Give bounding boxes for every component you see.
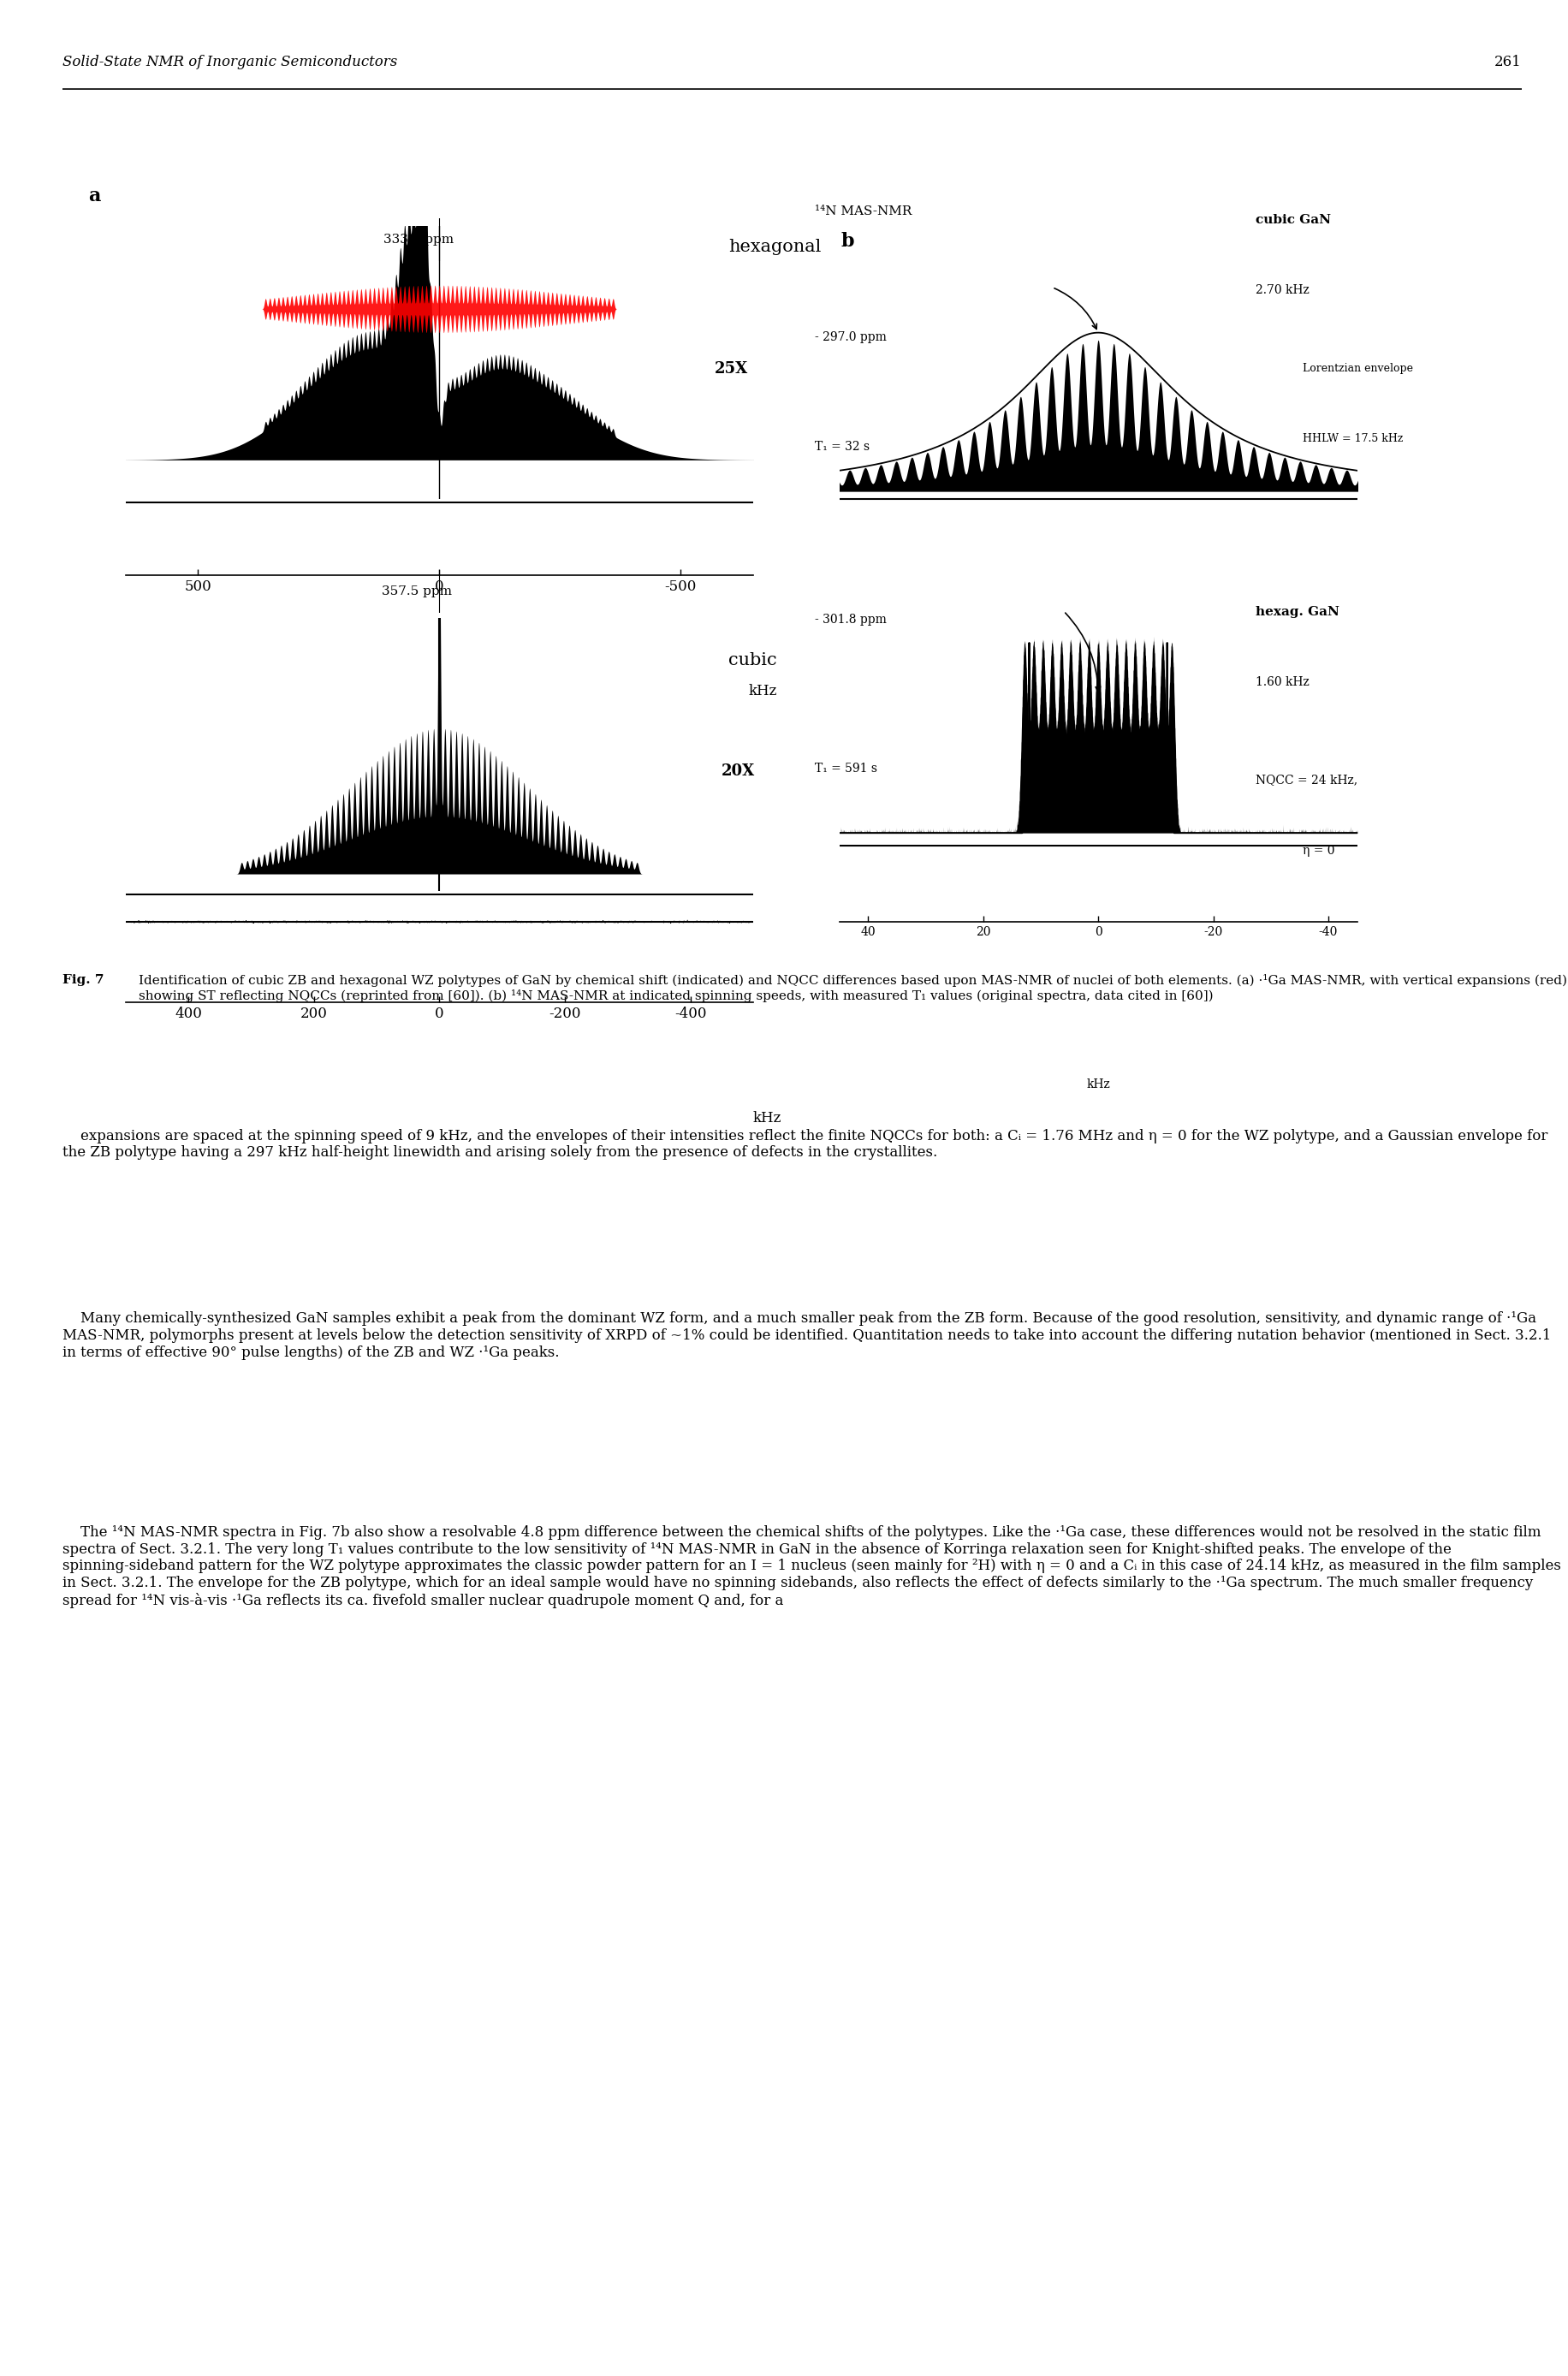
Text: Lorentzian envelope: Lorentzian envelope	[1301, 364, 1411, 373]
Text: kHz: kHz	[1085, 1079, 1110, 1091]
Text: expansions are spaced at the spinning speed of 9 kHz, and the envelopes of their: expansions are spaced at the spinning sp…	[63, 1129, 1548, 1159]
Text: NQCC = 24 kHz,: NQCC = 24 kHz,	[1254, 775, 1356, 786]
Text: kHz: kHz	[748, 684, 776, 699]
Text: 20X: 20X	[721, 763, 754, 779]
Text: 25X: 25X	[713, 361, 748, 375]
Text: - 301.8 ppm: - 301.8 ppm	[815, 613, 886, 625]
Text: ¹⁴N MAS-NMR: ¹⁴N MAS-NMR	[815, 207, 911, 219]
Text: Identification of cubic ZB and hexagonal WZ polytypes of GaN by chemical shift (: Identification of cubic ZB and hexagonal…	[138, 974, 1566, 1003]
Text: T₁ = 32 s: T₁ = 32 s	[815, 442, 870, 454]
Text: The ¹⁴N MAS-NMR spectra in Fig. 7b also show a resolvable 4.8 ppm difference bet: The ¹⁴N MAS-NMR spectra in Fig. 7b also …	[63, 1525, 1560, 1609]
Text: - 297.0 ppm: - 297.0 ppm	[815, 330, 886, 342]
Text: hexag. GaN: hexag. GaN	[1254, 606, 1339, 618]
Text: Many chemically-synthesized GaN samples exhibit a peak from the dominant WZ form: Many chemically-synthesized GaN samples …	[63, 1312, 1551, 1359]
Text: Fig. 7: Fig. 7	[63, 974, 113, 986]
Text: 357.5 ppm: 357.5 ppm	[381, 584, 452, 599]
Text: HHLW = 17.5 kHz: HHLW = 17.5 kHz	[1301, 432, 1402, 444]
Text: 2.70 kHz: 2.70 kHz	[1254, 285, 1308, 297]
Text: cubic GaN: cubic GaN	[1254, 214, 1330, 226]
Text: hexagonal: hexagonal	[729, 238, 822, 254]
Text: kHz: kHz	[753, 1112, 781, 1126]
Text: cubic: cubic	[728, 651, 776, 668]
Text: 261: 261	[1494, 55, 1521, 69]
Text: 1.60 kHz: 1.60 kHz	[1254, 677, 1308, 689]
Text: a: a	[88, 188, 100, 204]
Text: b: b	[840, 233, 853, 249]
Text: η = 0: η = 0	[1301, 846, 1334, 858]
Text: Solid-State NMR of Inorganic Semiconductors: Solid-State NMR of Inorganic Semiconduct…	[63, 55, 397, 69]
Text: 333.0 ppm: 333.0 ppm	[383, 233, 453, 247]
Text: T₁ = 591 s: T₁ = 591 s	[815, 763, 877, 775]
